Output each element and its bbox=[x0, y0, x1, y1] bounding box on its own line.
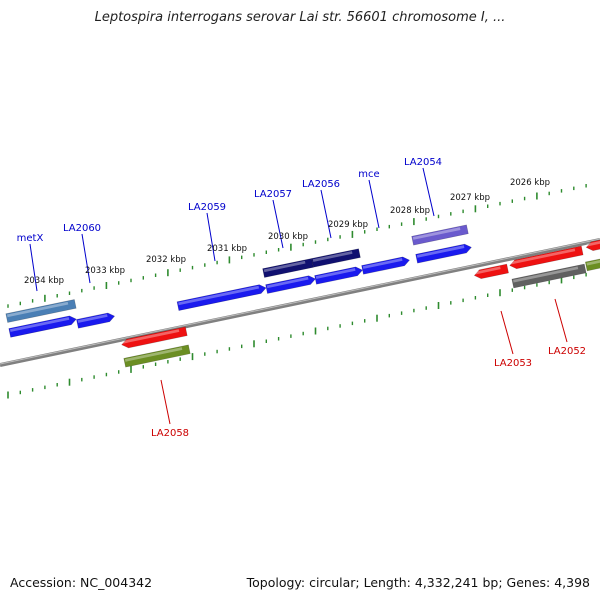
callout-line bbox=[160, 379, 171, 425]
callout-line bbox=[320, 189, 332, 239]
reverse-feature-block bbox=[123, 344, 191, 368]
gene-label[interactable]: LA2059 bbox=[188, 202, 226, 213]
reverse-feature-block bbox=[584, 256, 600, 272]
chromosome-backbone bbox=[0, 238, 600, 367]
backbone-line bbox=[0, 238, 600, 367]
forward-gene-block bbox=[265, 275, 316, 294]
upper-ruler bbox=[7, 184, 587, 308]
forward-feature-block bbox=[5, 299, 77, 323]
gene-label[interactable]: LA2058 bbox=[151, 428, 189, 439]
topology-text: Topology: circular; Length: 4,332,241 bp… bbox=[246, 575, 590, 590]
forward-gene-block bbox=[361, 256, 410, 275]
reverse-gene-block bbox=[473, 263, 509, 279]
callout-line bbox=[81, 233, 91, 284]
kbp-label: 2030 kbp bbox=[268, 232, 308, 242]
gene-label[interactable]: LA2054 bbox=[404, 157, 442, 168]
gene-callouts: metX LA2060 LA2059 LA2057 LA2056 mce LA2054 LA2… bbox=[17, 157, 586, 439]
forward-gene-block bbox=[8, 315, 77, 338]
gene-label[interactable]: LA2057 bbox=[254, 189, 292, 200]
reverse-gene-block bbox=[509, 245, 584, 270]
kbp-labels: 2034 kbp 2033 kbp 2032 kbp 2031 kbp 2030 kbp… bbox=[24, 178, 550, 286]
gene-label[interactable]: mce bbox=[358, 169, 379, 180]
callout-line bbox=[422, 167, 435, 217]
callout-line bbox=[272, 199, 284, 249]
forward-gene-block bbox=[314, 266, 363, 285]
reverse-gene-block bbox=[121, 326, 188, 349]
forward-gene-block bbox=[176, 284, 267, 311]
kbp-label: 2029 kbp bbox=[328, 220, 368, 230]
gene-label[interactable]: metX bbox=[17, 233, 44, 244]
kbp-label: 2034 kbp bbox=[24, 276, 64, 286]
kbp-label: 2027 kbp bbox=[450, 193, 490, 203]
callout-line bbox=[206, 212, 216, 262]
forward-gene-block bbox=[76, 312, 116, 329]
accession-text: Accession: NC_004342 bbox=[10, 575, 153, 590]
forward-feature-block bbox=[411, 224, 469, 246]
map-title: Leptospira interrogans serovar Lai str. … bbox=[94, 10, 506, 25]
forward-gene-block bbox=[415, 243, 472, 264]
callout-line bbox=[500, 310, 514, 355]
kbp-label: 2033 kbp bbox=[85, 266, 125, 276]
gene-label[interactable]: LA2056 bbox=[302, 179, 340, 190]
reverse-feature-block bbox=[511, 263, 587, 289]
gene-label[interactable]: LA2052 bbox=[548, 346, 586, 357]
forward-feature-block bbox=[311, 248, 361, 268]
kbp-label: 2031 kbp bbox=[207, 244, 247, 254]
kbp-label: 2028 kbp bbox=[390, 206, 430, 216]
callout-line bbox=[29, 243, 38, 292]
forward-feature-block bbox=[262, 258, 314, 278]
gene-label[interactable]: LA2060 bbox=[63, 223, 101, 234]
gene-label[interactable]: LA2053 bbox=[494, 358, 532, 369]
feature-blocks bbox=[5, 224, 600, 368]
callout-line bbox=[554, 298, 568, 343]
kbp-label: 2026 kbp bbox=[510, 178, 550, 188]
callout-line bbox=[368, 179, 380, 229]
backbone-highlight bbox=[0, 238, 600, 365]
kbp-label: 2032 kbp bbox=[146, 255, 186, 265]
reverse-gene-block bbox=[585, 237, 600, 251]
lower-ruler bbox=[7, 273, 587, 399]
